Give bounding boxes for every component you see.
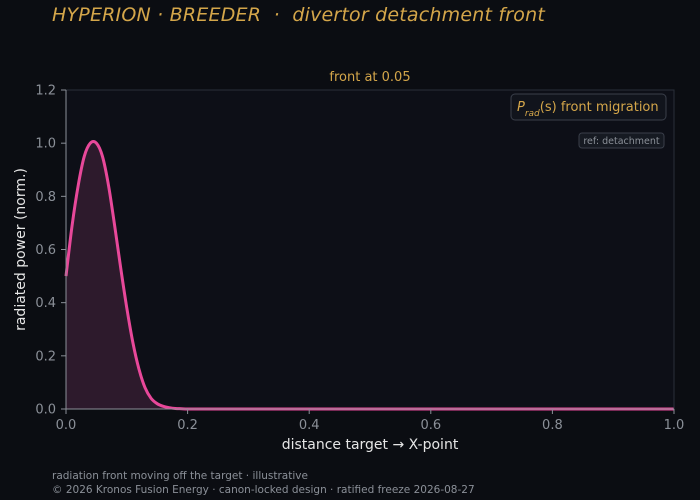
x-axis-label: distance target → X-point <box>282 437 459 453</box>
plot-area <box>66 90 674 409</box>
x-tick-label: 0.4 <box>299 418 320 433</box>
x-tick-label: 1.0 <box>664 418 685 433</box>
legend-entry: Prad(s) front migration <box>517 100 659 119</box>
footer-note: radiation front moving off the target · … <box>52 470 308 482</box>
x-tick-label: 0.6 <box>420 418 441 433</box>
y-tick-label: 1.0 <box>35 137 56 152</box>
annotation-badge: ref: detachment <box>578 132 665 149</box>
legend-box <box>510 93 667 121</box>
x-tick-label: 0.0 <box>56 418 77 433</box>
y-axis-label: radiated power (norm.) <box>13 168 29 331</box>
y-tick-label: 0.0 <box>35 403 56 418</box>
chart-subtitle: front at 0.05 <box>329 70 410 85</box>
chart-title: HYPERION · BREEDER · divertor detachment… <box>52 4 546 26</box>
y-tick-label: 0.6 <box>35 243 56 258</box>
y-tick-label: 0.8 <box>35 190 56 205</box>
y-tick-label: 0.2 <box>35 349 56 364</box>
y-tick-label: 1.2 <box>35 84 56 99</box>
annotation-text: ref: detachment <box>583 136 660 147</box>
series-area <box>66 141 674 410</box>
x-tick-label: 0.8 <box>542 418 563 433</box>
y-tick-label: 0.4 <box>35 296 56 311</box>
annotation-box <box>578 132 665 149</box>
axes: 0.0 0.2 0.4 0.6 0.8 1.0 0.0 0.2 0.4 0.6 0.8 1.0 1.2 <box>35 84 684 434</box>
footer-copyright: © 2026 Kronos Fusion Energy · canon-lock… <box>52 484 475 496</box>
x-tick-label: 0.2 <box>177 418 198 433</box>
legend: Prad(s) front migration <box>510 93 667 121</box>
